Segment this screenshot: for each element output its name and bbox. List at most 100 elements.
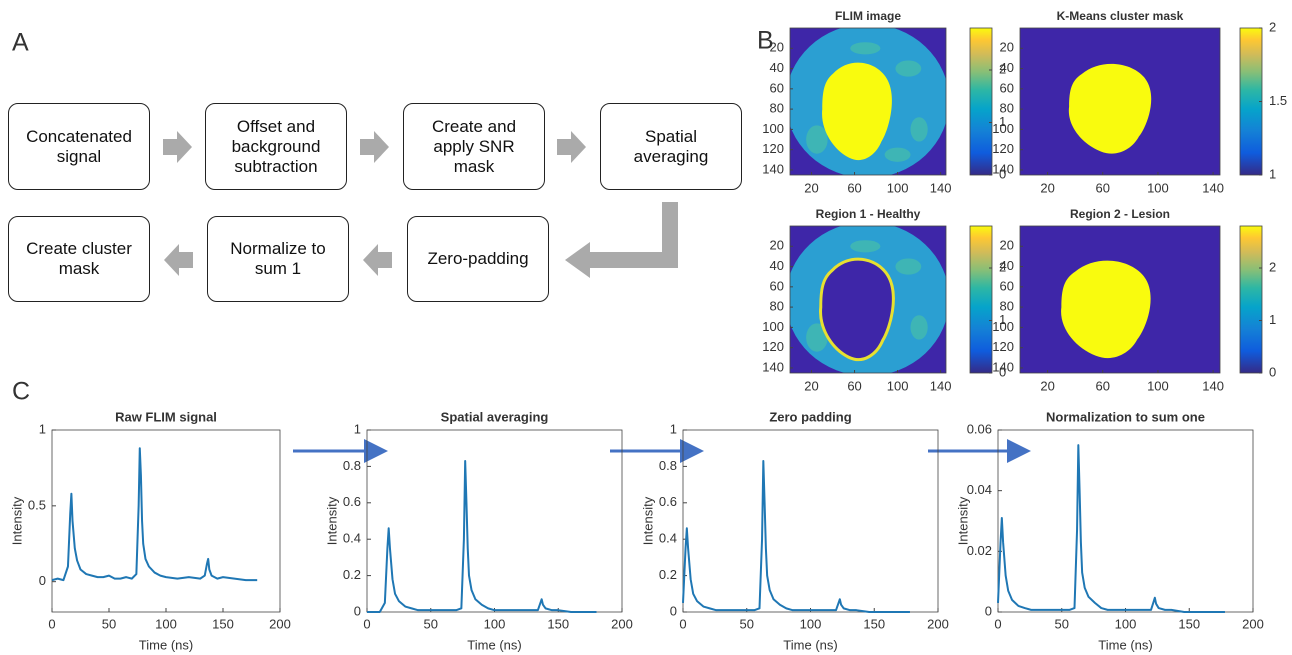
x-tick-label: 200 — [269, 616, 291, 631]
y-tick-label: 140 — [992, 359, 1014, 374]
colorbar-tick-label: 1 — [1269, 312, 1276, 327]
axes-box — [367, 430, 622, 612]
colorbar — [1240, 28, 1262, 175]
tissue-patch — [850, 42, 880, 54]
y-tick-label: 100 — [762, 319, 784, 334]
y-tick-label: 1 — [39, 421, 46, 436]
tissue-patch — [885, 148, 911, 162]
y-tick-label: 0.2 — [659, 567, 677, 582]
y-axis-label: Intensity — [324, 496, 339, 545]
y-tick-label: 60 — [770, 80, 784, 95]
chart-title: Spatial averaging — [441, 409, 549, 424]
flow-step: Offset and background subtraction — [205, 103, 347, 190]
y-tick-label: 60 — [1000, 278, 1014, 293]
page: A B C FLIM image206010014020406080100120… — [0, 0, 1292, 655]
flow-step: Spatial averaging — [600, 103, 742, 190]
x-tick-label: 150 — [1178, 616, 1200, 631]
y-tick-label: 0.02 — [967, 543, 992, 558]
flow-step: Create and apply SNR mask — [403, 103, 545, 190]
y-tick-label: 100 — [992, 319, 1014, 334]
tissue-patch — [910, 117, 927, 141]
y-tick-label: 0 — [39, 573, 46, 588]
colorbar-tick-label: 2 — [1269, 19, 1276, 34]
heatmap-image — [786, 24, 950, 178]
y-tick-label: 120 — [992, 141, 1014, 156]
x-tick-label: 100 — [484, 616, 506, 631]
x-axis-label: Time (ns) — [783, 637, 837, 652]
signal-line — [998, 445, 1225, 612]
colorbar-tick-label: 1.5 — [1269, 93, 1287, 108]
y-tick-label: 1 — [354, 421, 361, 436]
arrow — [360, 131, 389, 163]
figure: A B C FLIM image206010014020406080100120… — [0, 0, 1292, 655]
chart-title: Region 2 - Lesion — [1070, 207, 1170, 221]
heatmap-image — [1020, 226, 1220, 373]
y-tick-label: 60 — [770, 278, 784, 293]
colorbar-tick-label: 0 — [1269, 364, 1276, 379]
y-tick-label: 0 — [985, 603, 992, 618]
y-tick-label: 20 — [1000, 40, 1014, 55]
x-axis-label: Time (ns) — [1098, 637, 1152, 652]
flow-step: Normalize to sum 1 — [207, 216, 349, 302]
y-tick-label: 0.8 — [343, 458, 361, 473]
y-axis-label: Intensity — [955, 496, 970, 545]
y-tick-label: 20 — [770, 238, 784, 253]
colorbar-tick-label: 1 — [1269, 166, 1276, 181]
x-tick-label: 50 — [424, 616, 438, 631]
y-tick-label: 140 — [992, 161, 1014, 176]
x-tick-label: 0 — [48, 616, 55, 631]
axes-box — [998, 430, 1253, 612]
y-tick-label: 40 — [770, 258, 784, 273]
x-tick-label: 20 — [804, 180, 818, 195]
axes-box — [683, 430, 938, 612]
colorbar — [970, 226, 992, 373]
chart-title: FLIM image — [835, 9, 901, 23]
x-tick-label: 50 — [1055, 616, 1069, 631]
x-tick-label: 20 — [804, 378, 818, 393]
y-tick-label: 0.8 — [659, 458, 677, 473]
y-tick-label: 1 — [670, 421, 677, 436]
x-tick-label: 150 — [547, 616, 569, 631]
y-tick-label: 0.2 — [343, 567, 361, 582]
x-tick-label: 100 — [155, 616, 177, 631]
y-tick-label: 140 — [762, 359, 784, 374]
x-tick-label: 50 — [102, 616, 116, 631]
panel-label: A — [12, 29, 29, 57]
x-tick-label: 20 — [1040, 378, 1054, 393]
image-content — [1020, 226, 1220, 373]
y-tick-label: 120 — [762, 339, 784, 354]
x-tick-label: 200 — [1242, 616, 1264, 631]
x-tick-label: 100 — [1115, 616, 1137, 631]
tissue-patch — [850, 240, 880, 252]
colorbar-tick-label: 2 — [1269, 259, 1276, 274]
x-tick-label: 0 — [994, 616, 1001, 631]
y-axis-label: Intensity — [640, 496, 655, 545]
x-tick-label: 50 — [740, 616, 754, 631]
x-tick-label: 100 — [800, 616, 822, 631]
arrow — [164, 244, 193, 276]
chart-title: Raw FLIM signal — [115, 409, 217, 424]
y-tick-label: 0.6 — [659, 494, 677, 509]
arrow — [163, 131, 192, 163]
x-tick-label: 100 — [1147, 378, 1169, 393]
signal-line — [367, 461, 597, 612]
y-tick-label: 0.04 — [967, 482, 992, 497]
x-tick-label: 20 — [1040, 180, 1054, 195]
y-tick-label: 0.4 — [343, 531, 361, 546]
y-tick-label: 140 — [762, 161, 784, 176]
x-tick-label: 140 — [1202, 378, 1224, 393]
panel-label: C — [12, 378, 30, 406]
heatmap-image — [1020, 28, 1220, 175]
arrow — [363, 244, 392, 276]
signal-line — [683, 461, 910, 612]
y-tick-label: 0.06 — [967, 421, 992, 436]
colorbar — [1240, 226, 1262, 373]
signal-line — [52, 448, 257, 580]
colorbar — [970, 28, 992, 175]
x-tick-label: 100 — [887, 180, 909, 195]
x-axis-label: Time (ns) — [467, 637, 521, 652]
y-tick-label: 20 — [770, 40, 784, 55]
tissue-patch — [895, 60, 921, 76]
y-tick-label: 0.5 — [28, 497, 46, 512]
x-tick-label: 60 — [847, 378, 861, 393]
